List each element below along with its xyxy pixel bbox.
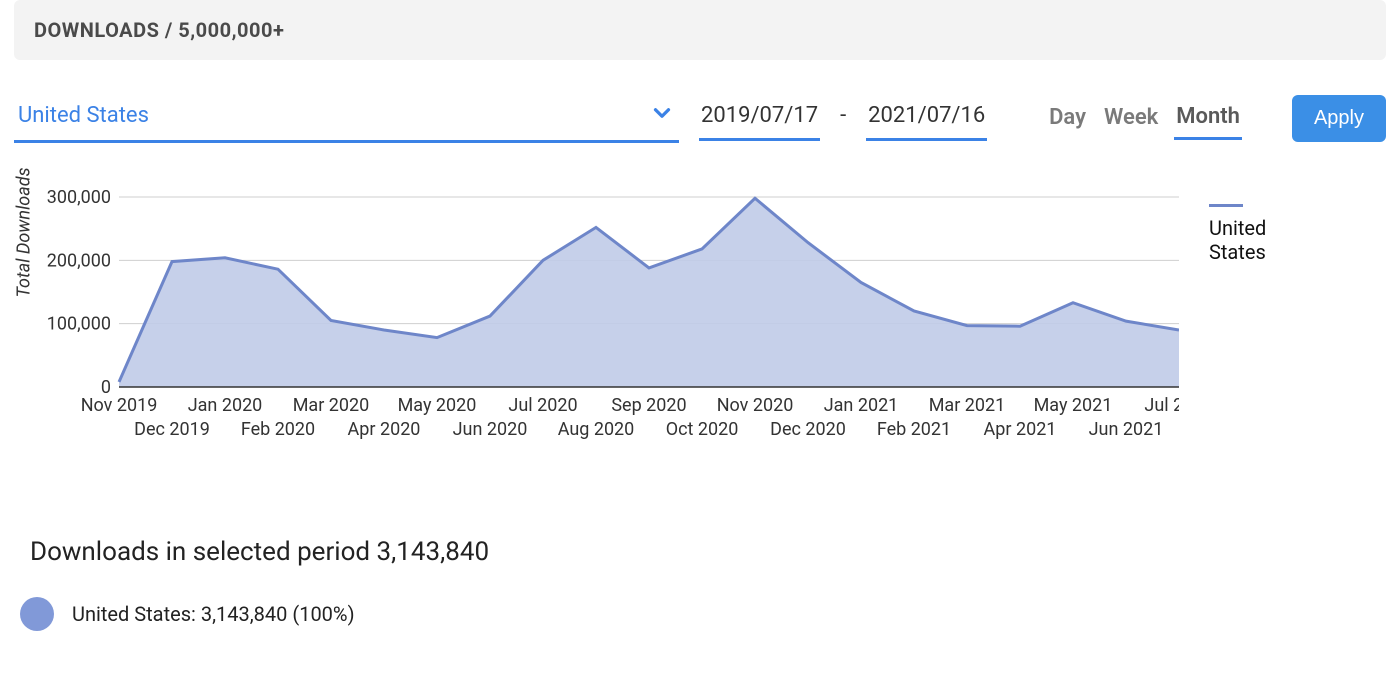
summary-breakdown-label: United States: 3,143,840 (100%) [72,602,355,626]
y-axis-label: Total Downloads [14,278,35,298]
svg-text:Mar 2020: Mar 2020 [293,395,370,416]
svg-text:Apr 2021: Apr 2021 [984,419,1057,440]
svg-text:Jan 2020: Jan 2020 [188,395,263,416]
svg-text:Aug 2020: Aug 2020 [558,419,635,440]
chart-region: Total Downloads 0100,000200,000300,000No… [14,187,1386,457]
svg-text:Sep 2020: Sep 2020 [611,395,686,416]
svg-text:Nov 2019: Nov 2019 [81,395,158,416]
granularity-toggle: Day Week Month [1047,98,1242,140]
granularity-week[interactable]: Week [1102,99,1160,138]
svg-text:Nov 2020: Nov 2020 [717,395,794,416]
svg-text:100,000: 100,000 [47,314,111,335]
svg-text:200,000: 200,000 [47,250,111,271]
country-select-label: United States [18,103,149,128]
svg-text:Dec 2019: Dec 2019 [134,419,210,440]
svg-text:Oct 2020: Oct 2020 [666,419,739,440]
svg-text:Mar 2021: Mar 2021 [929,395,1006,416]
chevron-down-icon [649,100,675,130]
header-bar: DOWNLOADS / 5,000,000+ [14,0,1386,60]
country-select[interactable]: United States [14,94,679,143]
svg-text:May 2021: May 2021 [1034,395,1113,416]
chart-legend: United States [1209,192,1299,264]
summary-breakdown-row: United States: 3,143,840 (100%) [14,597,1386,631]
date-end-input[interactable]: 2021/07/16 [866,97,987,141]
svg-text:Feb 2020: Feb 2020 [241,419,315,440]
granularity-month[interactable]: Month [1174,98,1242,140]
summary-dot-icon [20,597,54,631]
svg-text:Jun 2021: Jun 2021 [1089,419,1164,440]
date-separator: - [840,103,846,134]
legend-swatch [1209,204,1243,207]
svg-text:Jun 2020: Jun 2020 [453,419,528,440]
legend-label: United States [1209,216,1266,264]
controls-row: United States 2019/07/17 - 2021/07/16 Da… [14,94,1386,147]
svg-text:Feb 2021: Feb 2021 [877,419,951,440]
granularity-day[interactable]: Day [1047,99,1088,138]
page-title: DOWNLOADS / 5,000,000+ [34,18,1366,42]
svg-text:Jan 2021: Jan 2021 [824,395,899,416]
apply-button[interactable]: Apply [1292,95,1386,142]
downloads-area-chart: 0100,000200,000300,000Nov 2019Jan 2020Ma… [44,187,1179,457]
svg-text:Jul 2020: Jul 2020 [508,395,577,416]
summary-title: Downloads in selected period 3,143,840 [14,537,1386,567]
date-start-input[interactable]: 2019/07/17 [699,97,820,141]
svg-text:Jul 2021: Jul 2021 [1144,395,1179,416]
svg-text:Dec 2020: Dec 2020 [770,419,846,440]
svg-text:Apr 2020: Apr 2020 [348,419,421,440]
svg-text:300,000: 300,000 [47,187,111,208]
svg-text:May 2020: May 2020 [398,395,477,416]
